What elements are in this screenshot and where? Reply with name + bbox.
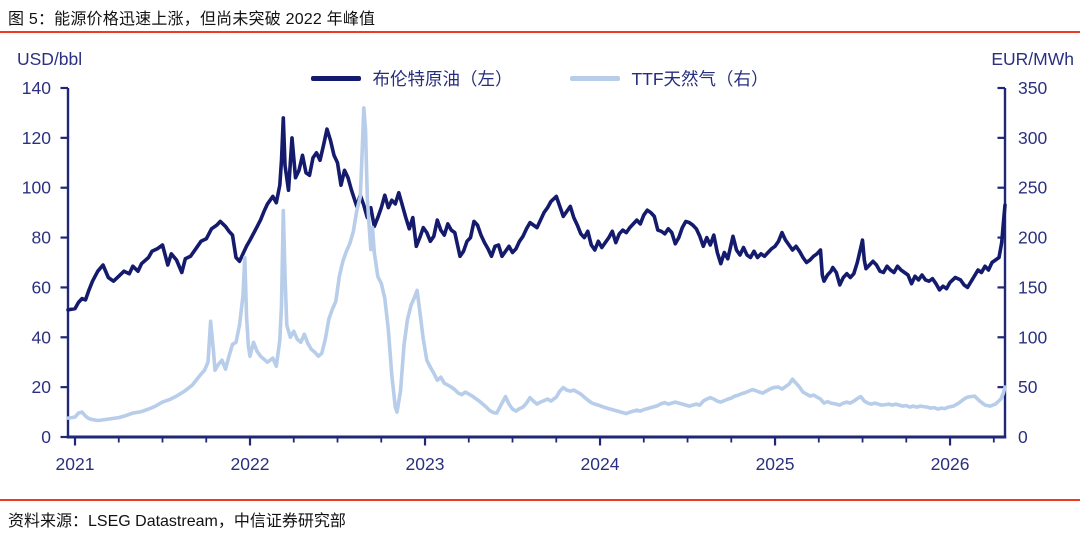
left-axis-tick-label: 0 (41, 427, 51, 447)
ttf-line-swatch (570, 76, 621, 81)
left-axis-tick-label: 120 (22, 128, 51, 148)
x-axis-year-label: 2024 (581, 454, 620, 474)
left-axis-tick-label: 140 (22, 78, 51, 98)
right-axis-unit-label: EUR/MWh (991, 49, 1074, 69)
ttf-gas-line-series (66, 106, 1007, 423)
brent-crude-line-series (66, 116, 1007, 312)
legend-item-ttf: TTF天然气（右） (570, 66, 769, 91)
x-axis-year-label: 2026 (931, 454, 970, 474)
right-axis-tick-label: 0 (1018, 427, 1028, 447)
brent-line-swatch (311, 76, 362, 81)
title-divider (0, 31, 1080, 33)
right-axis-tick-label: 250 (1018, 178, 1047, 198)
right-axis-tick-label: 300 (1018, 128, 1047, 148)
x-axis-year-label: 2022 (231, 454, 270, 474)
left-axis-tick-label: 100 (22, 178, 51, 198)
left-axis-tick-label: 80 (32, 228, 52, 248)
legend-label-brent: 布伦特原油（左） (372, 69, 513, 89)
figure-title: 图 5：能源价格迅速上涨，但尚未突破 2022 年峰值 (8, 11, 376, 28)
x-axis-year-label: 2023 (406, 454, 445, 474)
left-axis-tick-label: 40 (32, 327, 52, 347)
right-axis-tick-label: 200 (1018, 228, 1047, 248)
chart-legend: 布伦特原油（左） TTF天然气（右） (0, 66, 1080, 91)
x-axis-year-label: 2021 (56, 454, 95, 474)
source-note: 资料来源：LSEG Datastream，中信证券研究部 (8, 513, 346, 530)
x-axis-year-label: 2025 (756, 454, 795, 474)
legend-label-ttf: TTF天然气（右） (631, 69, 769, 89)
left-axis-unit-label: USD/bbl (17, 49, 83, 69)
left-axis-tick-label: 60 (32, 277, 52, 297)
footer-divider (0, 499, 1080, 501)
right-axis-tick-label: 100 (1018, 327, 1047, 347)
left-axis-tick-label: 20 (32, 377, 52, 397)
legend-item-brent: 布伦特原油（左） (311, 66, 512, 91)
right-axis-tick-label: 150 (1018, 277, 1047, 297)
right-axis-tick-label: 350 (1018, 78, 1047, 98)
right-axis-tick-label: 50 (1018, 377, 1038, 397)
